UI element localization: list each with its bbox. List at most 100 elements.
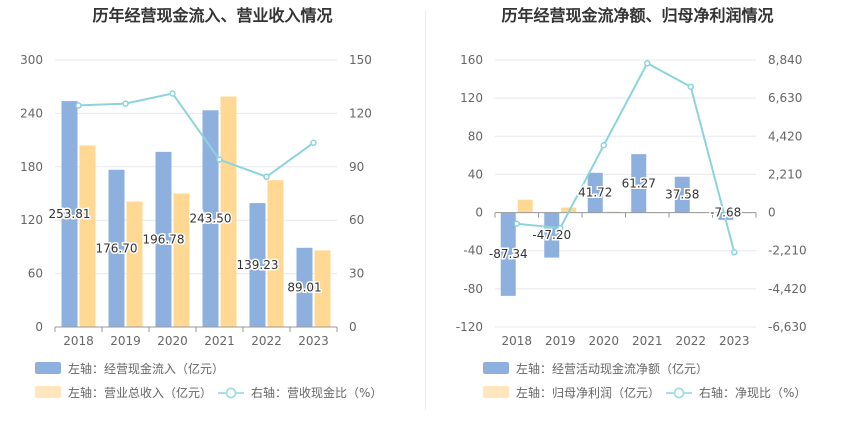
chart-panel-net-cash: 历年经营现金流净额、归母净利润情况 -120 -6,630 -80 -4,420 -40… <box>425 0 850 437</box>
legend-label: 右轴：净现比（%） <box>699 386 807 400</box>
ratio-point <box>513 220 520 227</box>
x-axis-tick-label: 2018 <box>63 334 94 348</box>
bar-revenue <box>314 250 331 327</box>
left-axis-tick-label: 60 <box>28 267 43 281</box>
bar-data-label: -7.68 <box>710 206 741 220</box>
x-axis-tick-label: 2023 <box>298 334 329 348</box>
left-axis-tick-label: 120 <box>20 213 43 227</box>
chart-plot-cash-inflow: 0 0 60 30 120 60 180 90 240 120 300 150 2018 2019 2020… <box>20 53 372 348</box>
ratio-point <box>263 173 270 181</box>
ratio-line <box>516 61 736 253</box>
bar-data-label: -47.20 <box>532 228 571 242</box>
chart-title: 历年经营现金流入、营业收入情况 <box>92 6 333 25</box>
right-axis-tick-label: 2,210 <box>768 167 802 181</box>
bar-revenue <box>79 145 96 327</box>
chart-plot-net-cash: -120 -6,630 -80 -4,420 -40 -2,210 0 0 40 2,210 80 4… <box>456 53 807 348</box>
chart-title: 历年经营现金流净额、归母净利润情况 <box>501 6 774 25</box>
x-axis-tick-label: 2019 <box>545 334 576 348</box>
ratio-point <box>75 102 82 109</box>
x-axis-tick-label: 2022 <box>251 334 282 348</box>
bar-cash-inflow <box>155 151 172 327</box>
bar-data-label: 89.01 <box>287 280 321 294</box>
right-axis-tick-label: 6,630 <box>768 91 802 105</box>
ratio-point <box>310 139 317 147</box>
right-axis-tick-label: 4,420 <box>768 129 802 143</box>
legend-line-swatch <box>666 387 692 399</box>
ratio-point <box>557 224 564 232</box>
right-axis-tick-label: -4,420 <box>768 282 807 296</box>
right-axis-tick-label: -6,630 <box>768 320 807 334</box>
bar-cash-inflow <box>249 203 266 327</box>
legend-swatch <box>35 386 61 398</box>
left-axis-tick-label: -40 <box>463 244 483 258</box>
bar-data-label: 61.27 <box>622 176 656 190</box>
legend-label: 左轴：经营活动现金流净额（亿元） <box>516 362 709 376</box>
left-axis-tick-label: 80 <box>468 129 483 143</box>
bar-net-operating-cash <box>500 212 516 296</box>
legend-swatch <box>483 362 509 374</box>
legend-label: 右轴：营收现金比（%） <box>251 386 383 400</box>
left-axis-tick-label: 240 <box>20 106 43 120</box>
right-axis-tick-label: 0 <box>349 320 357 334</box>
bar-cash-inflow <box>202 110 219 327</box>
right-axis-tick-label: 120 <box>349 106 372 120</box>
legend-line-swatch <box>218 387 244 399</box>
bar-net-operating-cash <box>587 172 603 213</box>
bar-net-operating-cash <box>631 154 647 213</box>
bar-revenue <box>173 193 190 327</box>
x-axis-tick-label: 2018 <box>501 334 532 348</box>
legend-swatch <box>35 362 61 374</box>
right-axis-tick-label: 0 <box>768 206 776 220</box>
ratio-point <box>687 83 694 91</box>
bar-data-label: 41.72 <box>578 186 612 200</box>
left-axis-tick-label: -120 <box>456 320 483 334</box>
bar-net-profit <box>517 199 533 213</box>
bar-revenue <box>220 96 237 328</box>
bar-cash-inflow <box>108 169 125 327</box>
legend-swatch <box>483 386 509 398</box>
ratio-point <box>216 156 223 163</box>
x-axis-tick-label: 2022 <box>675 334 706 348</box>
left-axis-tick-label: 180 <box>20 160 43 174</box>
x-axis-tick-label: 2019 <box>110 334 141 348</box>
x-axis-tick-label: 2020 <box>157 334 188 348</box>
x-axis-tick-label: 2021 <box>632 334 663 348</box>
right-axis-tick-label: 8,840 <box>768 53 802 67</box>
left-axis-tick-label: 300 <box>20 53 43 67</box>
ratio-point <box>731 249 738 256</box>
x-axis-tick-label: 2021 <box>204 334 235 348</box>
ratio-point <box>169 90 176 97</box>
x-axis-tick-label: 2023 <box>719 334 750 348</box>
ratio-point <box>600 142 607 149</box>
bar-cash-inflow <box>61 101 78 327</box>
right-axis-tick-label: 90 <box>349 160 364 174</box>
bar-data-label: -87.34 <box>489 247 528 261</box>
bar-data-label: 37.58 <box>665 188 699 202</box>
left-axis-tick-label: 40 <box>468 167 483 181</box>
legend-label: 左轴：归母净利润（亿元） <box>516 386 661 400</box>
right-axis-tick-label: 150 <box>349 53 372 67</box>
bar-data-label: 243.50 <box>190 212 232 226</box>
bar-data-label: 176.70 <box>96 241 138 255</box>
panel-divider <box>425 10 426 410</box>
left-axis-tick-label: 120 <box>460 91 483 105</box>
bar-data-label: 139.23 <box>237 258 279 272</box>
right-axis-tick-label: 30 <box>349 267 364 281</box>
legend-label: 左轴：营业总收入（亿元） <box>68 386 213 400</box>
left-axis-tick-label: -80 <box>463 282 483 296</box>
right-axis-tick-label: 60 <box>349 213 364 227</box>
bar-net-operating-cash <box>674 176 690 213</box>
left-axis-tick-label: 160 <box>460 53 483 67</box>
x-axis-tick-label: 2020 <box>588 334 619 348</box>
left-axis-tick-label: 0 <box>35 320 43 334</box>
left-axis-tick-label: 0 <box>475 206 483 220</box>
bar-data-label: 196.78 <box>143 232 185 246</box>
bar-revenue <box>267 180 284 327</box>
ratio-line <box>78 92 315 178</box>
ratio-point <box>122 100 129 107</box>
ratio-point <box>644 60 651 67</box>
chart-panel-cash-inflow: 历年经营现金流入、营业收入情况 0 0 60 30 120 60 180 90 240 120 30… <box>20 6 383 400</box>
bar-data-label: 253.81 <box>49 207 91 221</box>
bar-net-operating-cash <box>544 212 560 258</box>
bar-cash-inflow <box>296 247 313 327</box>
